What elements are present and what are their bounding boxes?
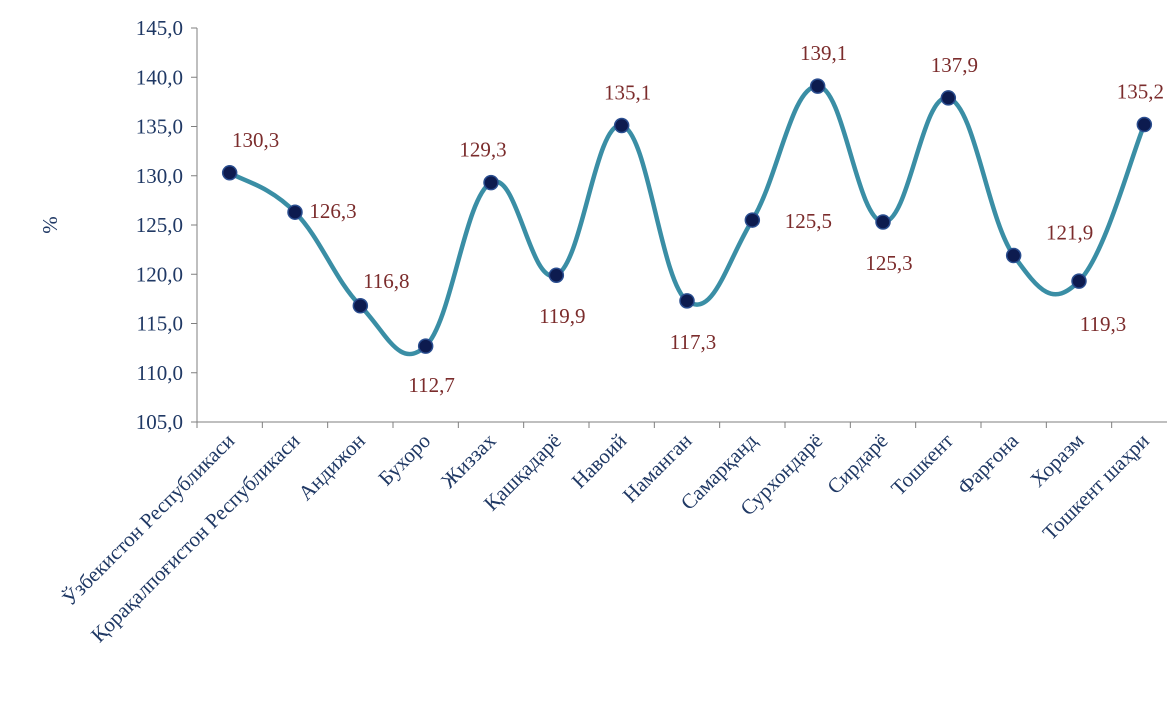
data-label: 130,3 (232, 128, 279, 152)
y-tick-label: 110,0 (137, 361, 183, 385)
y-tick-label: 135,0 (136, 115, 183, 139)
y-axis: 105,0 110,0 115,0 120,0 125,0 130,0 135,0 140,0… (136, 16, 198, 434)
data-label: 135,1 (604, 81, 651, 105)
y-tick-label: 125,0 (136, 213, 183, 237)
x-tick-label: Фарғона (952, 428, 1023, 499)
y-tick-label: 105,0 (136, 410, 183, 434)
x-tick-label: Бухоро (374, 429, 436, 491)
data-label: 125,3 (865, 251, 912, 275)
data-point (613, 117, 630, 134)
data-point (352, 298, 369, 314)
data-label: 137,9 (931, 53, 978, 77)
y-tick-label: 115,0 (137, 312, 183, 336)
data-point (287, 204, 303, 220)
y-tick-label: 145,0 (136, 16, 183, 40)
y-tick-label: 130,0 (136, 164, 183, 188)
data-point (417, 338, 434, 354)
x-tick-label: Жиззах (436, 428, 501, 493)
data-point (1136, 116, 1153, 133)
data-label: 135,2 (1117, 80, 1164, 104)
data-label: 116,8 (363, 269, 409, 293)
series-path (227, 83, 1147, 357)
x-tick-label: Сирдарё (822, 429, 892, 499)
data-point (744, 212, 761, 228)
data-label: 126,3 (309, 199, 356, 223)
data-point (940, 90, 957, 106)
data-point (483, 174, 499, 191)
y-tick-label: 120,0 (136, 262, 183, 286)
data-label: 117,3 (670, 330, 716, 354)
data-label: 139,1 (800, 41, 847, 65)
x-tick-label: Навоий (567, 429, 632, 494)
y-axis-label: % (38, 216, 62, 234)
data-points (221, 78, 1153, 354)
data-label: 129,3 (459, 138, 506, 162)
x-tick-label: Андижон (293, 429, 369, 505)
data-point (679, 293, 695, 309)
data-point (875, 214, 891, 230)
x-tick-label: Хоразм (1025, 429, 1088, 492)
y-tick-label: 140,0 (136, 65, 183, 89)
x-tick-label: Тошкент (886, 429, 958, 501)
data-point (1005, 247, 1022, 264)
data-point (221, 165, 238, 181)
data-point (809, 78, 826, 94)
data-label: 119,9 (539, 304, 585, 328)
data-label: 121,9 (1046, 221, 1093, 245)
data-label: 112,7 (408, 373, 454, 397)
data-labels: 130,3 126,3 116,8 112,7 129,3 119,9 135,1 117,3… (232, 41, 1164, 397)
data-point (1071, 273, 1087, 289)
data-point (548, 267, 565, 283)
data-label: 119,3 (1080, 312, 1126, 336)
series-line (227, 83, 1147, 357)
data-label: 125,5 (785, 209, 832, 233)
